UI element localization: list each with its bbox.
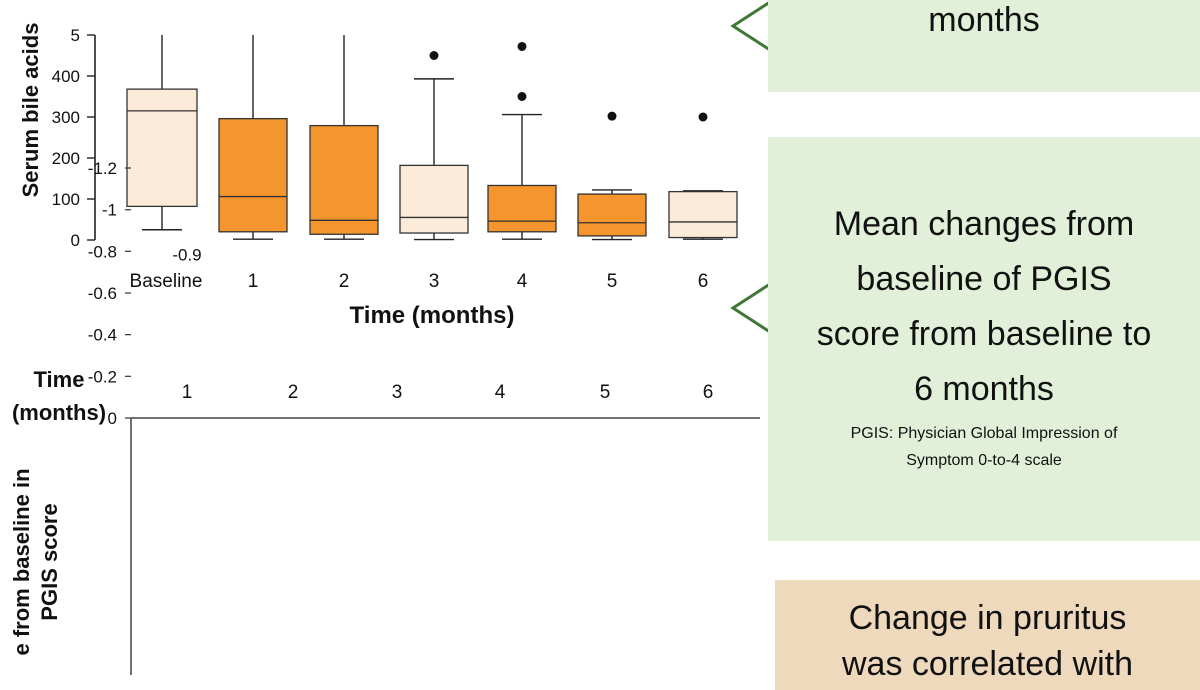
outlier-point [429, 51, 439, 60]
box-body [399, 164, 469, 234]
box-body [126, 88, 198, 208]
box-4 [487, 41, 557, 240]
y-tick-label: -1 [102, 201, 117, 220]
time-corner-label: Time [34, 367, 85, 392]
outlier-point [517, 92, 527, 101]
x-tick-label: 3 [429, 271, 440, 292]
box-1 [218, 35, 288, 240]
x-axis-title: Time (months) [350, 302, 515, 329]
charts-canvas: 0 100 200 300 400 5 Serum bile acids Baseline 1 2… [9, 0, 772, 675]
box-body [577, 193, 647, 237]
category-label: 4 [495, 382, 506, 403]
y-tick-label: 0 [71, 231, 80, 250]
panel-top-line: months [928, 1, 1040, 39]
pgis-note-line: Symptom 0-to-4 scale [906, 452, 1062, 469]
panel-bottom-line: was correlated with [841, 645, 1133, 683]
pgis-note-line: PGIS: Physician Global Impression of [850, 425, 1118, 442]
category-label: 1 [182, 382, 193, 403]
outlier-point [698, 112, 708, 122]
time-corner-label: (months) [12, 400, 106, 425]
outlier-point [607, 111, 617, 121]
x-tick-label: 6 [698, 271, 709, 292]
panel-mid-line: Mean changes from [833, 205, 1135, 243]
panel-mid-line: baseline of PGIS [856, 260, 1112, 298]
box-3 [399, 51, 469, 241]
box-5 [577, 111, 647, 241]
y-axis-title-line: e from baseline in [9, 468, 34, 655]
box-body [218, 117, 288, 233]
y-tick-label: -0.2 [88, 367, 117, 386]
y-tick-label: -0.6 [88, 284, 117, 303]
panel-pruritus-correlation: Change in pruritus was correlated with [775, 580, 1200, 690]
panel-mid-line: score from baseline to [816, 315, 1152, 353]
box-body [668, 190, 738, 239]
box-6 [668, 112, 738, 240]
y-tick-label: 300 [52, 108, 80, 127]
box-body [309, 124, 379, 235]
bar-value-label: -0.9 [172, 246, 201, 265]
x-tick-label: Baseline [130, 271, 203, 292]
panel-bottom-line: Change in pruritus [848, 599, 1127, 637]
x-tick-label: 5 [607, 271, 618, 292]
pointer-arrow-icon [730, 281, 772, 335]
panel-mid-line: 6 months [914, 370, 1054, 408]
outlier-point [517, 41, 527, 51]
pointer-arrow-icon [730, 0, 772, 53]
panel-bile-acid-summary: months [768, 0, 1200, 92]
y-tick-label: 5 [71, 26, 80, 45]
x-tick-label: 1 [248, 271, 259, 292]
x-tick-label: 2 [339, 271, 350, 292]
category-label: 3 [392, 382, 403, 403]
box-Baseline [126, 35, 198, 231]
y-tick-label: 100 [52, 190, 80, 209]
y-tick-label: 200 [52, 149, 80, 168]
box-2 [309, 35, 379, 240]
y-axis-title-line: PGIS score [37, 503, 62, 620]
y-tick-label: 400 [52, 67, 80, 86]
y-tick-label: -0.4 [88, 326, 117, 345]
box-body [487, 184, 557, 233]
category-label: 5 [600, 382, 611, 403]
y-tick-label: -1.2 [88, 159, 117, 178]
category-label: 2 [288, 382, 299, 403]
category-label: 6 [703, 382, 714, 403]
y-axis-title: Serum bile acids [18, 23, 43, 198]
y-tick-label: 0 [108, 409, 117, 428]
y-axis-title: e from baseline in PGIS score [9, 468, 62, 655]
panel-pgis-summary: Mean changes from baseline of PGIS score… [768, 137, 1200, 541]
x-tick-label: 4 [517, 271, 528, 292]
y-tick-label: -0.8 [88, 242, 117, 261]
